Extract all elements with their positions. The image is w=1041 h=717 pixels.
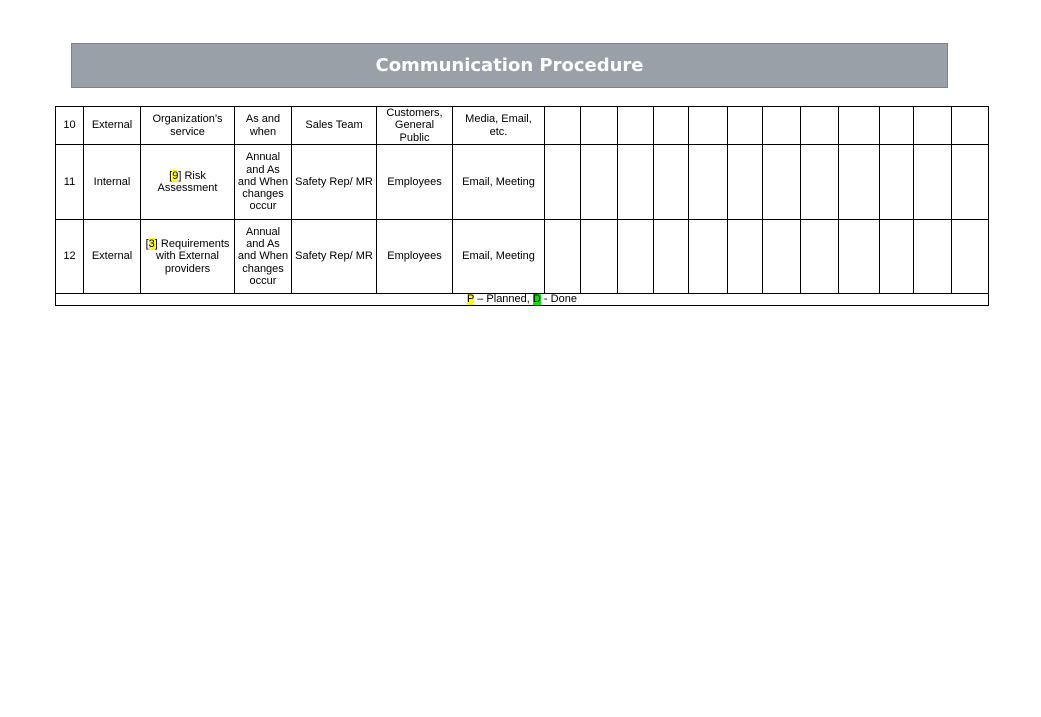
status-cell[interactable] [653,106,689,145]
status-cell[interactable] [913,106,952,145]
status-cell[interactable] [653,219,689,294]
status-cell[interactable] [688,106,728,145]
row-number: 10 [55,106,84,145]
status-cell[interactable] [688,219,728,294]
status-cell[interactable] [951,144,989,220]
topic-cell: [9] Risk Assessment [140,144,235,220]
row-number: 12 [55,219,84,294]
status-cell[interactable] [617,144,654,220]
when-cell: As and when [234,106,292,145]
status-cell[interactable] [913,219,952,294]
page-title: Communication Procedure [71,43,948,88]
table-row: 11 Internal [9] Risk Assessment Annual and … [55,144,989,220]
status-cell[interactable] [800,219,839,294]
status-cell[interactable] [617,106,654,145]
status-cell[interactable] [838,106,880,145]
status-cell[interactable] [800,106,839,145]
type-cell: External [83,219,141,294]
status-cell[interactable] [838,219,880,294]
status-cell[interactable] [762,219,801,294]
planned-label: – Planned, [477,293,530,305]
topic-text: Requirements with External providers [156,238,230,275]
when-cell: Annual and As and When changes occur [234,219,292,294]
status-cell[interactable] [727,106,763,145]
when-cell: Annual and As and When changes occur [234,144,292,220]
status-cell[interactable] [762,106,801,145]
done-marker: D [532,293,541,305]
status-cell[interactable] [580,219,618,294]
whom-cell: Customers, General Public [376,106,453,145]
table-row: 10 External Organization’s service As and w… [55,106,989,145]
status-cell[interactable] [879,219,914,294]
communication-table: 10 External Organization’s service As and w… [55,106,989,306]
done-label: - Done [543,293,577,305]
topic-cell: Organization’s service [140,106,235,145]
status-cell[interactable] [544,219,581,294]
who-cell: Safety Rep/ MR [291,144,377,220]
how-cell: Email, Meeting [452,144,545,220]
status-cell[interactable] [727,219,763,294]
status-cell[interactable] [879,144,914,220]
who-cell: Sales Team [291,106,377,145]
status-cell[interactable] [688,144,728,220]
legend-cell: P – Planned, D - Done [55,293,989,306]
status-cell[interactable] [544,144,581,220]
legend-row: P – Planned, D - Done [55,293,989,306]
type-cell: Internal [83,144,141,220]
status-cell[interactable] [762,144,801,220]
reference-number: 9 [172,169,179,182]
status-cell[interactable] [838,144,880,220]
reference-number: 3 [148,238,155,251]
status-cell[interactable] [580,106,618,145]
planned-marker: P [467,293,475,305]
status-cell[interactable] [653,144,689,220]
how-cell: Email, Meeting [452,219,545,294]
row-number: 11 [55,144,84,220]
whom-cell: Employees [376,219,453,294]
whom-cell: Employees [376,144,453,220]
status-cell[interactable] [580,144,618,220]
type-cell: External [83,106,141,145]
status-cell[interactable] [800,144,839,220]
table-row: 12 External [3] Requirements with External… [55,219,989,294]
status-cell[interactable] [951,106,989,145]
topic-cell: [3] Requirements with External providers [140,219,235,294]
how-cell: Media, Email, etc. [452,106,545,145]
topic-text: Risk Assessment [157,169,218,194]
status-cell[interactable] [913,144,952,220]
status-cell[interactable] [879,106,914,145]
status-cell[interactable] [617,219,654,294]
status-cell[interactable] [727,144,763,220]
who-cell: Safety Rep/ MR [291,219,377,294]
status-cell[interactable] [544,106,581,145]
status-cell[interactable] [951,219,989,294]
